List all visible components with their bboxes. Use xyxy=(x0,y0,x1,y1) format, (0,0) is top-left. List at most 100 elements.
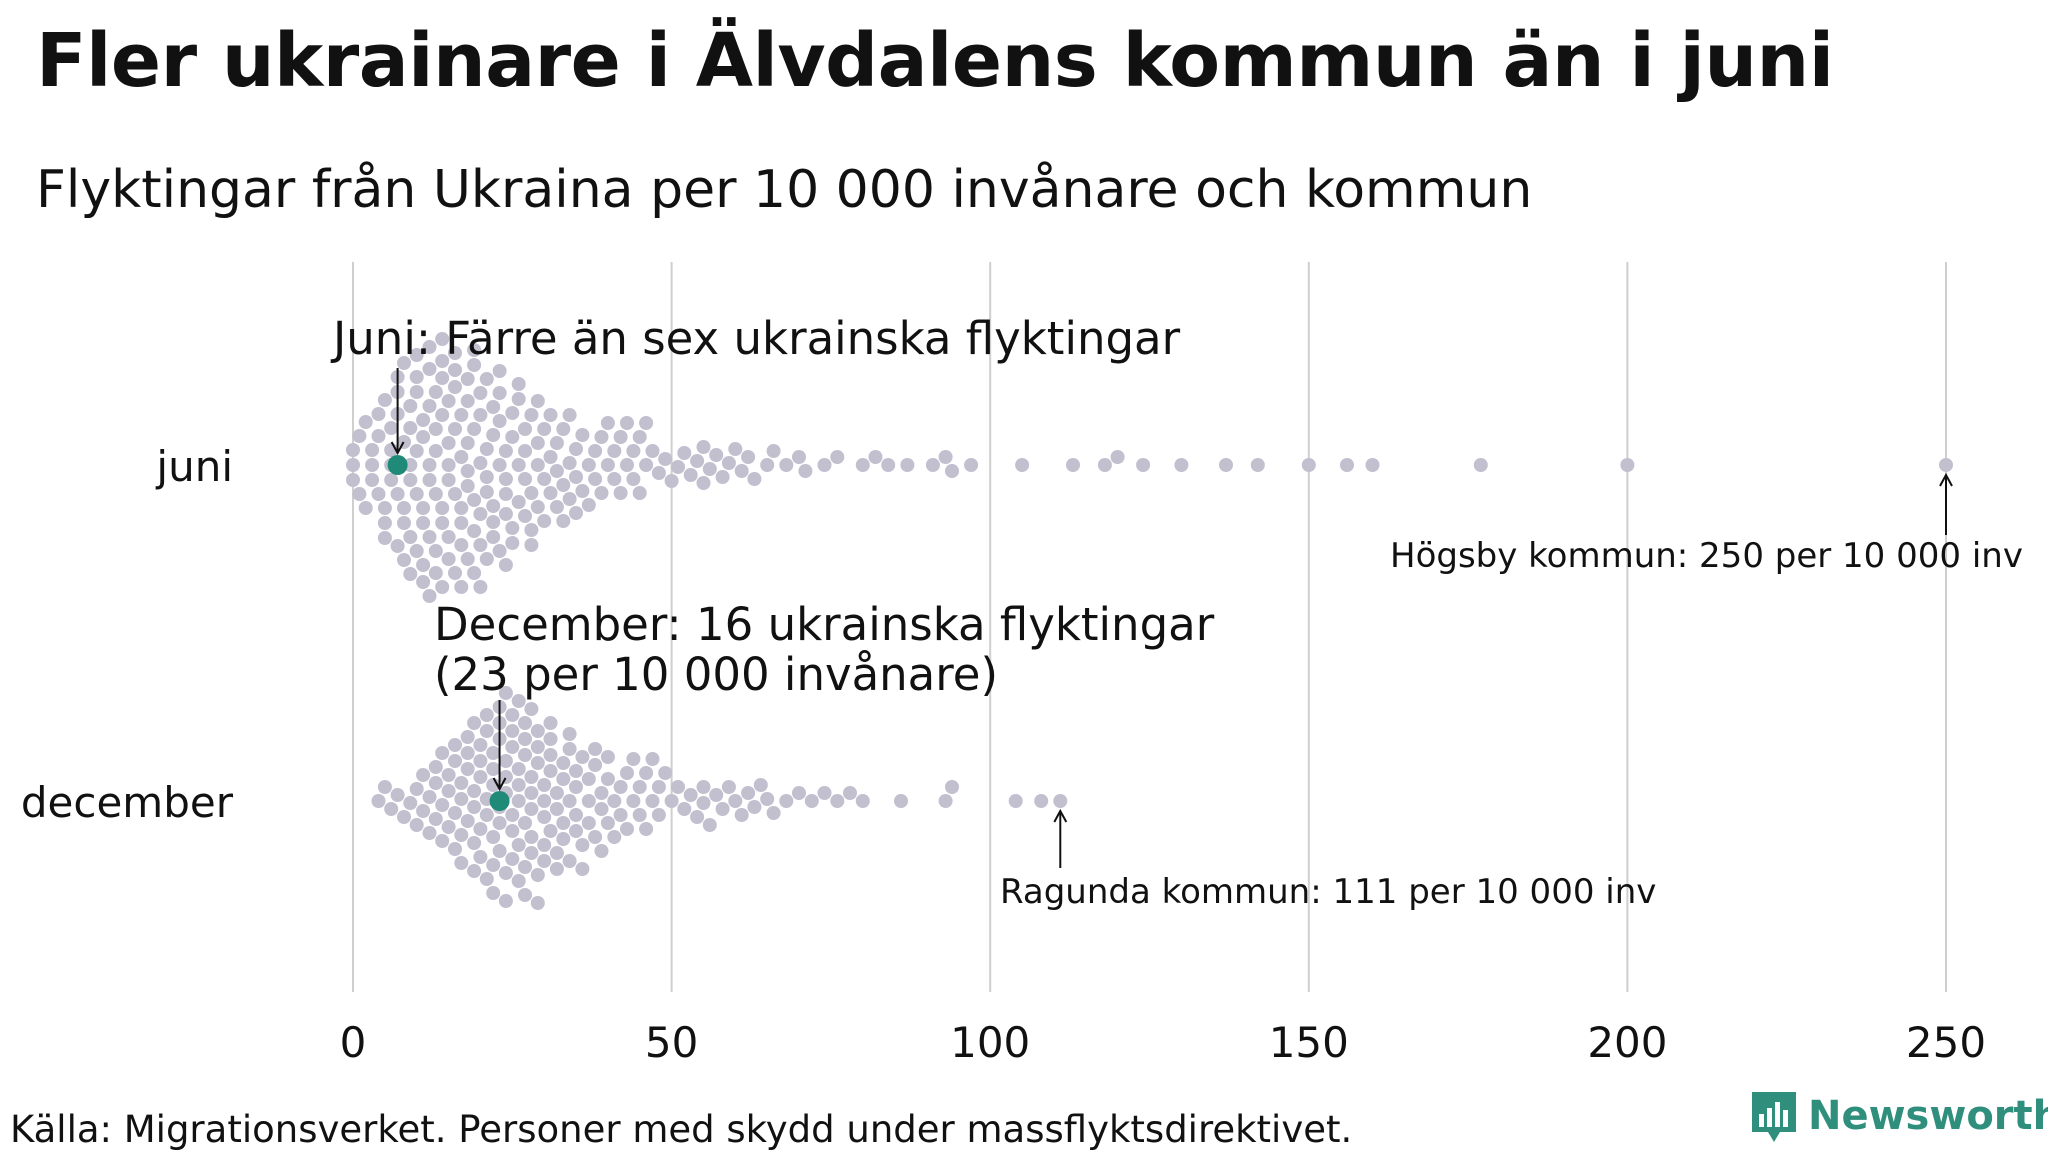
data-point-december xyxy=(486,830,501,844)
data-point-juni xyxy=(448,380,462,394)
data-point-december xyxy=(435,746,450,760)
data-point-juni xyxy=(945,464,959,478)
data-point-juni xyxy=(467,524,482,538)
data-point-december xyxy=(543,716,558,730)
data-point-juni xyxy=(467,422,482,436)
data-point-december xyxy=(428,812,443,826)
highlight-point-juni xyxy=(387,455,408,475)
data-point-juni xyxy=(486,515,501,529)
data-point-juni xyxy=(403,567,418,581)
data-point-juni xyxy=(473,456,488,470)
data-point-december xyxy=(530,868,545,882)
data-point-juni xyxy=(467,343,482,357)
data-point-juni xyxy=(925,458,940,472)
data-point-juni xyxy=(479,485,494,499)
data-point-december xyxy=(562,794,577,808)
data-point-juni xyxy=(505,521,520,535)
data-point-december xyxy=(409,782,424,796)
data-point-juni xyxy=(422,589,437,603)
data-point-december xyxy=(518,860,532,874)
data-point-december xyxy=(441,768,456,782)
data-point-juni xyxy=(486,428,501,442)
data-point-december xyxy=(613,808,628,822)
data-point-december xyxy=(620,766,634,780)
data-point-december xyxy=(511,778,526,792)
data-point-december xyxy=(607,794,622,808)
data-point-december xyxy=(626,794,641,808)
data-point-december xyxy=(518,748,532,762)
data-point-december xyxy=(537,854,552,868)
data-point-december xyxy=(626,752,641,766)
data-point-juni xyxy=(371,407,386,421)
data-point-juni xyxy=(409,444,424,458)
data-point-december xyxy=(518,888,532,902)
data-point-juni xyxy=(549,464,564,478)
data-point-december xyxy=(486,858,501,872)
data-point-juni xyxy=(1110,450,1125,464)
data-point-juni xyxy=(435,371,450,385)
data-point-juni xyxy=(479,442,494,456)
data-point-juni xyxy=(409,544,424,558)
data-point-juni xyxy=(734,464,749,478)
data-point-juni xyxy=(549,436,564,450)
data-point-december xyxy=(549,802,564,816)
data-point-december xyxy=(817,786,832,800)
data-point-juni xyxy=(454,408,469,422)
data-point-juni xyxy=(664,474,679,488)
data-point-juni xyxy=(435,501,450,515)
data-point-december xyxy=(613,780,628,794)
data-point-juni xyxy=(486,400,501,414)
data-point-juni xyxy=(938,450,953,464)
data-point-december xyxy=(448,842,462,856)
data-point-juni xyxy=(428,566,443,580)
data-point-juni xyxy=(467,566,482,580)
data-point-december xyxy=(696,796,711,810)
data-point-juni xyxy=(639,416,654,430)
data-point-juni xyxy=(766,444,781,458)
data-point-juni xyxy=(422,458,437,472)
arrow-december-head xyxy=(492,777,507,792)
data-point-juni xyxy=(346,458,360,472)
data-point-juni xyxy=(524,486,539,500)
data-point-juni xyxy=(543,408,558,422)
data-point-juni xyxy=(1365,458,1380,472)
data-point-december xyxy=(530,756,545,770)
data-point-juni xyxy=(505,406,520,420)
data-point-juni xyxy=(530,394,545,408)
data-point-juni xyxy=(384,421,399,435)
data-point-juni xyxy=(1620,458,1635,472)
data-point-december xyxy=(428,776,443,790)
data-point-juni xyxy=(690,454,705,468)
data-point-juni xyxy=(658,452,673,466)
data-point-december xyxy=(945,780,959,794)
data-point-juni xyxy=(530,500,545,514)
data-point-juni xyxy=(1174,458,1189,472)
data-point-december xyxy=(569,780,583,794)
data-point-juni xyxy=(473,408,488,422)
data-point-december xyxy=(639,822,654,836)
data-point-juni xyxy=(390,539,405,553)
annotation-arrows xyxy=(390,368,1953,868)
data-point-december xyxy=(830,794,845,808)
data-point-juni xyxy=(441,552,456,566)
data-point-december xyxy=(575,862,590,876)
data-point-december xyxy=(562,854,577,868)
data-point-december xyxy=(524,770,539,784)
data-point-december xyxy=(556,772,571,786)
data-point-juni xyxy=(1066,458,1080,472)
data-point-december xyxy=(607,830,622,844)
data-point-juni xyxy=(473,507,488,521)
data-point-december xyxy=(530,740,545,754)
data-point-december xyxy=(569,824,583,838)
data-point-juni xyxy=(492,414,507,428)
data-point-juni xyxy=(397,435,411,449)
data-point-juni xyxy=(403,530,418,544)
data-point-juni xyxy=(435,332,450,346)
data-point-december xyxy=(792,786,806,800)
data-point-juni xyxy=(817,458,832,472)
data-point-juni xyxy=(498,487,513,501)
data-point-juni xyxy=(448,487,462,501)
data-point-december xyxy=(549,786,564,800)
data-point-december xyxy=(664,794,679,808)
data-point-december xyxy=(473,822,488,836)
